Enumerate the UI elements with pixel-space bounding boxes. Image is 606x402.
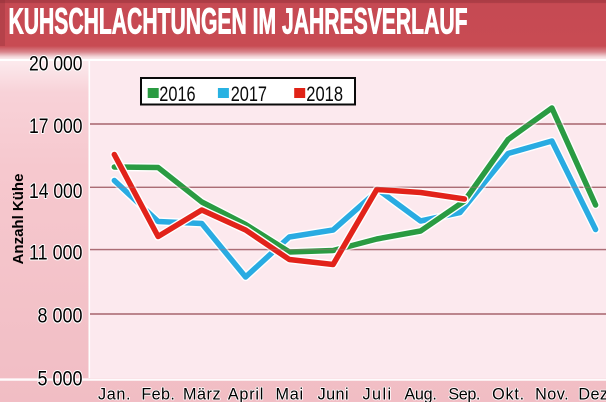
svg-text:Feb.: Feb. <box>141 386 175 402</box>
svg-text:Nov.: Nov. <box>535 386 569 402</box>
svg-text:17 000: 17 000 <box>29 115 83 138</box>
svg-text:März: März <box>183 386 221 402</box>
svg-text:Jan.: Jan. <box>98 386 131 402</box>
svg-text:11 000: 11 000 <box>29 242 83 265</box>
svg-text:April: April <box>228 386 264 402</box>
svg-text:2016: 2016 <box>159 83 195 106</box>
svg-text:2018: 2018 <box>306 83 343 106</box>
svg-text:Juli: Juli <box>363 386 392 402</box>
svg-text:20 000: 20 000 <box>29 52 83 75</box>
svg-text:14 000: 14 000 <box>29 180 83 203</box>
svg-text:8 000: 8 000 <box>38 305 83 328</box>
svg-text:Juni: Juni <box>318 386 349 402</box>
svg-text:2017: 2017 <box>231 83 267 106</box>
svg-text:KUHSCHLACHTUNGEN IM JAHRESVERL: KUHSCHLACHTUNGEN IM JAHRESVERLAUF <box>9 1 468 42</box>
svg-text:Aug.: Aug. <box>404 386 437 402</box>
svg-text:Okt.: Okt. <box>492 386 524 402</box>
svg-text:5 000: 5 000 <box>38 368 83 391</box>
svg-text:Mai: Mai <box>276 386 304 402</box>
svg-text:Sep.: Sep. <box>448 386 480 402</box>
svg-text:Anzahl Kühe: Anzahl Kühe <box>10 174 27 265</box>
svg-text:Dez.: Dez. <box>578 386 606 402</box>
